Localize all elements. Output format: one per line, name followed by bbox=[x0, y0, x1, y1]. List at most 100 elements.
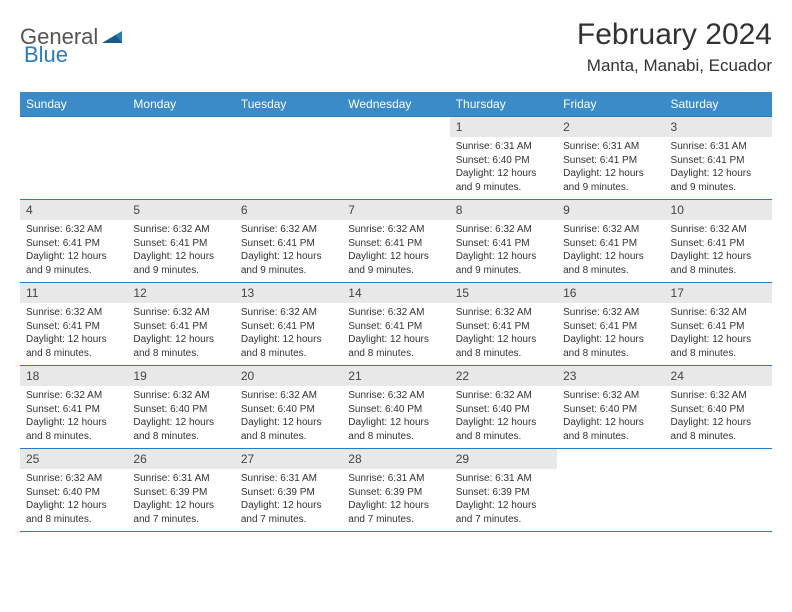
day-details: Sunrise: 6:32 AMSunset: 6:41 PMDaylight:… bbox=[235, 220, 342, 281]
day-details: Sunrise: 6:32 AMSunset: 6:40 PMDaylight:… bbox=[20, 469, 127, 530]
sunrise-text: Sunrise: 6:31 AM bbox=[456, 140, 551, 154]
daylight-text: Daylight: 12 hours and 8 minutes. bbox=[563, 333, 658, 360]
day-number: 13 bbox=[235, 283, 342, 303]
day-details: Sunrise: 6:32 AMSunset: 6:41 PMDaylight:… bbox=[557, 220, 664, 281]
day-number: 1 bbox=[450, 117, 557, 137]
day-number: 22 bbox=[450, 366, 557, 386]
sunrise-text: Sunrise: 6:31 AM bbox=[133, 472, 228, 486]
calendar-cell: 18Sunrise: 6:32 AMSunset: 6:41 PMDayligh… bbox=[20, 366, 127, 449]
calendar-cell: 21Sunrise: 6:32 AMSunset: 6:40 PMDayligh… bbox=[342, 366, 449, 449]
calendar-cell bbox=[235, 117, 342, 200]
header: General February 2024 Manta, Manabi, Ecu… bbox=[20, 18, 772, 78]
day-header: Tuesday bbox=[235, 92, 342, 117]
calendar-row: 11Sunrise: 6:32 AMSunset: 6:41 PMDayligh… bbox=[20, 283, 772, 366]
sunrise-text: Sunrise: 6:31 AM bbox=[671, 140, 766, 154]
sunset-text: Sunset: 6:40 PM bbox=[26, 486, 121, 500]
sunset-text: Sunset: 6:41 PM bbox=[671, 237, 766, 251]
day-header: Friday bbox=[557, 92, 664, 117]
day-details: Sunrise: 6:32 AMSunset: 6:40 PMDaylight:… bbox=[235, 386, 342, 447]
day-details: Sunrise: 6:32 AMSunset: 6:41 PMDaylight:… bbox=[235, 303, 342, 364]
day-details: Sunrise: 6:32 AMSunset: 6:40 PMDaylight:… bbox=[665, 386, 772, 447]
sunrise-text: Sunrise: 6:32 AM bbox=[241, 389, 336, 403]
daylight-text: Daylight: 12 hours and 8 minutes. bbox=[671, 333, 766, 360]
day-number: 29 bbox=[450, 449, 557, 469]
day-number: 24 bbox=[665, 366, 772, 386]
sunrise-text: Sunrise: 6:32 AM bbox=[563, 389, 658, 403]
sunrise-text: Sunrise: 6:32 AM bbox=[563, 306, 658, 320]
day-details: Sunrise: 6:32 AMSunset: 6:41 PMDaylight:… bbox=[557, 303, 664, 364]
daylight-text: Daylight: 12 hours and 8 minutes. bbox=[563, 416, 658, 443]
calendar-row: 25Sunrise: 6:32 AMSunset: 6:40 PMDayligh… bbox=[20, 449, 772, 532]
month-title: February 2024 bbox=[577, 18, 772, 52]
calendar-cell: 26Sunrise: 6:31 AMSunset: 6:39 PMDayligh… bbox=[127, 449, 234, 532]
sunrise-text: Sunrise: 6:32 AM bbox=[241, 306, 336, 320]
sunrise-text: Sunrise: 6:31 AM bbox=[563, 140, 658, 154]
calendar-cell: 20Sunrise: 6:32 AMSunset: 6:40 PMDayligh… bbox=[235, 366, 342, 449]
sunrise-text: Sunrise: 6:32 AM bbox=[133, 306, 228, 320]
day-number: 20 bbox=[235, 366, 342, 386]
day-number: 2 bbox=[557, 117, 664, 137]
calendar-cell: 11Sunrise: 6:32 AMSunset: 6:41 PMDayligh… bbox=[20, 283, 127, 366]
daylight-text: Daylight: 12 hours and 8 minutes. bbox=[133, 416, 228, 443]
day-details: Sunrise: 6:31 AMSunset: 6:40 PMDaylight:… bbox=[450, 137, 557, 198]
day-details: Sunrise: 6:32 AMSunset: 6:41 PMDaylight:… bbox=[20, 386, 127, 447]
daylight-text: Daylight: 12 hours and 8 minutes. bbox=[241, 416, 336, 443]
sunset-text: Sunset: 6:41 PM bbox=[456, 237, 551, 251]
day-number: 11 bbox=[20, 283, 127, 303]
logo-triangle-icon bbox=[102, 29, 124, 45]
day-number: 27 bbox=[235, 449, 342, 469]
day-header: Sunday bbox=[20, 92, 127, 117]
sunrise-text: Sunrise: 6:32 AM bbox=[241, 223, 336, 237]
day-number: 17 bbox=[665, 283, 772, 303]
daylight-text: Daylight: 12 hours and 8 minutes. bbox=[563, 250, 658, 277]
day-number: 10 bbox=[665, 200, 772, 220]
daylight-text: Daylight: 12 hours and 8 minutes. bbox=[456, 333, 551, 360]
daylight-text: Daylight: 12 hours and 8 minutes. bbox=[348, 416, 443, 443]
sunset-text: Sunset: 6:40 PM bbox=[456, 403, 551, 417]
day-number: 8 bbox=[450, 200, 557, 220]
daylight-text: Daylight: 12 hours and 7 minutes. bbox=[133, 499, 228, 526]
calendar-cell: 1Sunrise: 6:31 AMSunset: 6:40 PMDaylight… bbox=[450, 117, 557, 200]
daylight-text: Daylight: 12 hours and 9 minutes. bbox=[456, 167, 551, 194]
sunset-text: Sunset: 6:41 PM bbox=[133, 320, 228, 334]
calendar-row: 4Sunrise: 6:32 AMSunset: 6:41 PMDaylight… bbox=[20, 200, 772, 283]
calendar-table: Sunday Monday Tuesday Wednesday Thursday… bbox=[20, 92, 772, 532]
sunset-text: Sunset: 6:41 PM bbox=[26, 237, 121, 251]
sunset-text: Sunset: 6:40 PM bbox=[456, 154, 551, 168]
day-details: Sunrise: 6:32 AMSunset: 6:41 PMDaylight:… bbox=[20, 303, 127, 364]
calendar-cell: 15Sunrise: 6:32 AMSunset: 6:41 PMDayligh… bbox=[450, 283, 557, 366]
day-details: Sunrise: 6:32 AMSunset: 6:40 PMDaylight:… bbox=[557, 386, 664, 447]
sunset-text: Sunset: 6:41 PM bbox=[563, 320, 658, 334]
day-details: Sunrise: 6:32 AMSunset: 6:41 PMDaylight:… bbox=[665, 303, 772, 364]
day-details: Sunrise: 6:32 AMSunset: 6:41 PMDaylight:… bbox=[665, 220, 772, 281]
day-header: Wednesday bbox=[342, 92, 449, 117]
day-details: Sunrise: 6:31 AMSunset: 6:41 PMDaylight:… bbox=[665, 137, 772, 198]
daylight-text: Daylight: 12 hours and 7 minutes. bbox=[456, 499, 551, 526]
sunrise-text: Sunrise: 6:32 AM bbox=[671, 306, 766, 320]
day-details: Sunrise: 6:32 AMSunset: 6:40 PMDaylight:… bbox=[127, 386, 234, 447]
day-details: Sunrise: 6:32 AMSunset: 6:41 PMDaylight:… bbox=[450, 220, 557, 281]
sunset-text: Sunset: 6:41 PM bbox=[456, 320, 551, 334]
sunrise-text: Sunrise: 6:32 AM bbox=[133, 223, 228, 237]
sunset-text: Sunset: 6:40 PM bbox=[348, 403, 443, 417]
calendar-cell bbox=[342, 117, 449, 200]
day-details: Sunrise: 6:32 AMSunset: 6:41 PMDaylight:… bbox=[20, 220, 127, 281]
sunrise-text: Sunrise: 6:31 AM bbox=[241, 472, 336, 486]
sunrise-text: Sunrise: 6:32 AM bbox=[26, 472, 121, 486]
sunset-text: Sunset: 6:40 PM bbox=[671, 403, 766, 417]
sunset-text: Sunset: 6:40 PM bbox=[563, 403, 658, 417]
day-number: 15 bbox=[450, 283, 557, 303]
calendar-cell: 16Sunrise: 6:32 AMSunset: 6:41 PMDayligh… bbox=[557, 283, 664, 366]
sunrise-text: Sunrise: 6:32 AM bbox=[671, 389, 766, 403]
calendar-cell: 27Sunrise: 6:31 AMSunset: 6:39 PMDayligh… bbox=[235, 449, 342, 532]
day-number: 16 bbox=[557, 283, 664, 303]
day-details: Sunrise: 6:32 AMSunset: 6:40 PMDaylight:… bbox=[342, 386, 449, 447]
day-number: 14 bbox=[342, 283, 449, 303]
sunrise-text: Sunrise: 6:32 AM bbox=[563, 223, 658, 237]
calendar-cell: 9Sunrise: 6:32 AMSunset: 6:41 PMDaylight… bbox=[557, 200, 664, 283]
daylight-text: Daylight: 12 hours and 8 minutes. bbox=[671, 416, 766, 443]
day-details: Sunrise: 6:31 AMSunset: 6:41 PMDaylight:… bbox=[557, 137, 664, 198]
calendar-cell: 3Sunrise: 6:31 AMSunset: 6:41 PMDaylight… bbox=[665, 117, 772, 200]
day-details: Sunrise: 6:31 AMSunset: 6:39 PMDaylight:… bbox=[127, 469, 234, 530]
sunrise-text: Sunrise: 6:32 AM bbox=[348, 306, 443, 320]
